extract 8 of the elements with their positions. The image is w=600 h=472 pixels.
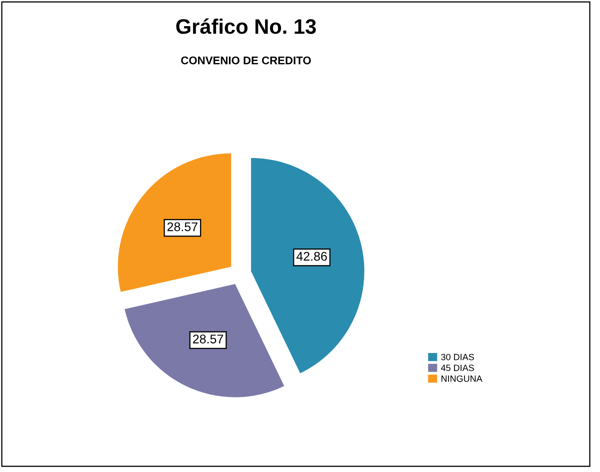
chart-subtitle: CONVENIO DE CREDITO: [181, 56, 311, 64]
legend-label: 30 DIAS: [441, 354, 474, 360]
legend-label: NINGUNA: [442, 375, 482, 382]
chart-title: Gráfico No. 13: [176, 18, 316, 34]
data-label: 28.57: [167, 222, 198, 232]
data-label: 28.57: [193, 334, 224, 344]
legend-label: 45 DIAS: [440, 364, 474, 372]
data-label: 42.86: [296, 252, 327, 261]
